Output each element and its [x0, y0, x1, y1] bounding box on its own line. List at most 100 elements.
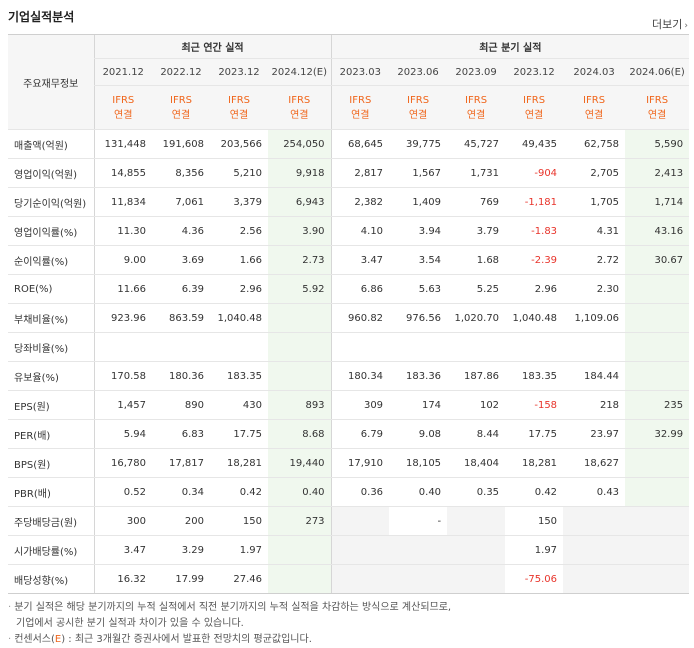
table-cell: 7,061	[152, 187, 210, 217]
table-cell: 62,758	[563, 129, 626, 159]
row-label: PBR(배)	[8, 477, 94, 507]
table-cell	[330, 564, 390, 594]
table-cell: 11,834	[93, 187, 152, 217]
period-header: 2024.03	[563, 58, 626, 86]
row-label: 주당배당금(원)	[8, 506, 94, 536]
table-cell	[625, 274, 690, 304]
row-label: 배당성향(%)	[8, 564, 94, 594]
accounting-standard-header: IFRS 연결	[563, 85, 626, 130]
table-cell: 8.68	[268, 419, 332, 449]
table-cell: 8,356	[152, 158, 210, 188]
table-cell	[268, 535, 332, 565]
table-cell: 9,918	[268, 158, 332, 188]
annual-group-header: 최근 연간 실적	[93, 34, 332, 59]
table-cell: 1.68	[447, 245, 506, 275]
table-cell: 1,409	[389, 187, 448, 217]
table-cell: -904	[505, 158, 564, 188]
table-cell	[563, 535, 626, 565]
row-label: 영업이익(억원)	[8, 158, 94, 188]
row-label: ROE(%)	[8, 274, 94, 304]
table-cell: 976.56	[389, 303, 448, 333]
table-cell: 0.52	[93, 477, 152, 507]
table-row: EPS(원) 1,457 890 430 893 309 174 102 -158 218 235	[8, 390, 690, 420]
table-cell: -	[389, 506, 448, 536]
table-cell: 17,817	[152, 448, 210, 478]
accounting-standard-header: IFRS 연결	[152, 85, 210, 130]
table-cell: 0.40	[268, 477, 332, 507]
row-label: EPS(원)	[8, 390, 94, 420]
table-cell: 2.56	[210, 216, 268, 246]
table-cell: 2.73	[268, 245, 332, 275]
period-header: 2024.06(E)	[625, 58, 690, 86]
table-cell	[563, 332, 626, 362]
table-cell: 3.79	[447, 216, 506, 246]
row-label: 영업이익률(%)	[8, 216, 94, 246]
row-label: 유보율(%)	[8, 361, 94, 391]
table-cell: 1,020.70	[447, 303, 506, 333]
table-cell: 3.94	[389, 216, 448, 246]
table-cell	[268, 564, 332, 594]
table-cell: 769	[447, 187, 506, 217]
table-cell: 2.96	[210, 274, 268, 304]
table-cell: 16,780	[93, 448, 152, 478]
table-row: 당좌비율(%)	[8, 332, 690, 362]
table-cell: 203,566	[210, 129, 268, 159]
row-label: PER(배)	[8, 419, 94, 449]
table-cell: 131,448	[93, 129, 152, 159]
period-header: 2023.06	[389, 58, 448, 86]
table-cell: 3,379	[210, 187, 268, 217]
table-cell: 960.82	[330, 303, 390, 333]
footnote-1-cont: 기업에서 공시한 분기 실적과 차이가 있을 수 있습니다.	[16, 618, 244, 629]
table-cell	[93, 332, 152, 362]
period-header: 2024.12(E)	[268, 58, 332, 86]
table-cell: 1.97	[505, 535, 564, 565]
row-label: 매출액(억원)	[8, 129, 94, 159]
table-row: ROE(%) 11.66 6.39 2.96 5.92 6.86 5.63 5.25 2.96 2…	[8, 274, 690, 304]
footnote-1: · 분기 실적은 해당 분기까지의 누적 실적에서 직전 분기까지의 누적 실적을…	[8, 602, 452, 613]
table-cell: 1,040.48	[210, 303, 268, 333]
table-cell	[447, 332, 506, 362]
table-cell: 150	[210, 506, 268, 536]
table-cell: 3.54	[389, 245, 448, 275]
table-cell: 1,714	[625, 187, 690, 217]
table-cell: 5.92	[268, 274, 332, 304]
table-cell: 43.16	[625, 216, 690, 246]
table-cell: 183.35	[505, 361, 564, 391]
row-label: 당좌비율(%)	[8, 332, 94, 362]
table-cell: 18,281	[210, 448, 268, 478]
table-cell: -2.39	[505, 245, 564, 275]
table-cell	[625, 506, 690, 536]
table-cell: 1.66	[210, 245, 268, 275]
row-label: BPS(원)	[8, 448, 94, 478]
period-header: 2022.12	[152, 58, 210, 86]
table-cell: 17,910	[330, 448, 390, 478]
table-cell: 180.36	[152, 361, 210, 391]
table-cell: 300	[93, 506, 152, 536]
table-cell: 11.66	[93, 274, 152, 304]
accounting-standard-header: IFRS 연결	[447, 85, 506, 130]
table-cell	[447, 535, 506, 565]
table-cell: 1,109.06	[563, 303, 626, 333]
table-cell: 14,855	[93, 158, 152, 188]
table-cell: 2.72	[563, 245, 626, 275]
table-cell: 11.30	[93, 216, 152, 246]
table-row: PER(배) 5.94 6.83 17.75 8.68 6.79 9.08 8.44 17.75…	[8, 419, 690, 449]
table-cell: 6.79	[330, 419, 390, 449]
table-cell: 1,457	[93, 390, 152, 420]
table-cell: 0.43	[563, 477, 626, 507]
table-cell	[625, 303, 690, 333]
table-cell: 4.36	[152, 216, 210, 246]
table-cell	[625, 535, 690, 565]
table-row: 순이익률(%) 9.00 3.69 1.66 2.73 3.47 3.54 1.68 -2.39…	[8, 245, 690, 275]
table-cell: 863.59	[152, 303, 210, 333]
table-cell: 18,281	[505, 448, 564, 478]
table-cell	[625, 332, 690, 362]
table-cell: 0.42	[210, 477, 268, 507]
table-cell	[268, 361, 332, 391]
table-cell	[268, 332, 332, 362]
table-cell: 17.75	[210, 419, 268, 449]
more-link[interactable]: 더보기 ›	[652, 16, 688, 32]
table-row: 주당배당금(원) 300 200 150 273-150	[8, 506, 690, 536]
table-cell: 183.35	[210, 361, 268, 391]
period-header: 2023.12	[505, 58, 564, 86]
